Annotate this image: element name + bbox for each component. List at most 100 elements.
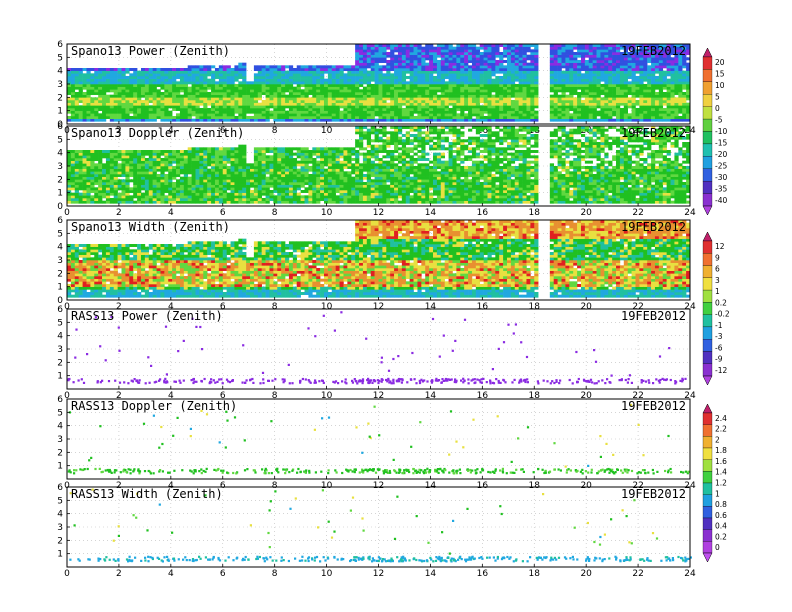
heat-cell xyxy=(425,54,430,58)
heat-cell xyxy=(257,73,262,77)
heat-cell xyxy=(261,174,266,177)
heat-cell xyxy=(269,160,274,164)
heat-cell xyxy=(261,70,266,74)
heat-cell xyxy=(514,46,519,50)
heat-cell xyxy=(285,118,290,122)
heat-cell xyxy=(495,46,500,50)
heat-cell xyxy=(534,57,539,61)
heat-cell xyxy=(397,46,403,50)
heat-cell xyxy=(152,168,157,172)
heat-cell xyxy=(265,195,270,199)
heat-cell xyxy=(78,118,83,122)
heat-cell xyxy=(658,68,664,71)
heat-cell xyxy=(390,73,395,77)
heat-cell xyxy=(635,76,640,79)
heat-cell xyxy=(140,89,146,93)
heat-cell xyxy=(327,110,333,114)
heat-cell xyxy=(612,94,617,98)
heat-cell xyxy=(164,86,169,90)
heat-cell xyxy=(331,65,336,69)
heat-cell xyxy=(471,102,477,106)
heat-cell xyxy=(144,105,150,109)
heat-cell xyxy=(304,110,309,114)
heat-cell xyxy=(86,198,91,201)
heat-cell xyxy=(277,108,282,111)
heat-cell xyxy=(273,195,278,199)
heat-cell xyxy=(70,171,76,175)
heat-cell xyxy=(355,108,360,111)
heat-cell xyxy=(152,78,157,82)
heat-cell xyxy=(351,86,356,90)
heat-cell xyxy=(117,163,122,167)
heat-cell xyxy=(253,108,259,111)
heat-cell xyxy=(401,70,407,74)
heat-cell xyxy=(281,182,286,185)
heat-cell xyxy=(608,54,613,58)
heat-cell xyxy=(526,97,531,101)
heat-cell xyxy=(230,160,235,164)
heat-cell xyxy=(440,46,445,50)
heat-cell xyxy=(94,97,99,101)
heat-cell xyxy=(257,89,262,93)
heat-cell xyxy=(285,190,290,193)
heat-cell xyxy=(238,200,243,204)
heat-cell xyxy=(608,110,613,114)
heat-cell xyxy=(195,179,200,183)
heat-cell xyxy=(265,166,270,169)
heat-cell xyxy=(682,46,687,50)
heat-cell xyxy=(359,54,364,58)
heat-cell xyxy=(316,105,321,109)
heat-cell xyxy=(448,116,453,119)
heat-cell xyxy=(604,60,609,63)
heat-cell xyxy=(359,46,364,50)
heat-cell xyxy=(577,118,582,122)
heat-cell xyxy=(238,116,243,119)
heat-cell xyxy=(479,118,484,122)
heat-cell xyxy=(257,152,262,156)
heat-cell xyxy=(226,73,231,77)
heat-cell xyxy=(168,160,173,164)
heat-cell xyxy=(409,105,414,109)
heat-cell xyxy=(137,179,142,183)
heat-cell xyxy=(433,86,438,90)
heat-cell xyxy=(125,200,130,204)
heat-cell xyxy=(612,49,617,53)
heat-cell xyxy=(366,73,372,77)
heat-cell xyxy=(362,54,368,58)
heat-cell xyxy=(374,118,379,122)
heat-cell xyxy=(421,62,426,66)
heat-cell xyxy=(195,108,200,111)
heat-cell xyxy=(557,70,562,74)
heat-cell xyxy=(207,171,212,175)
heat-cell xyxy=(464,102,469,106)
heat-cell xyxy=(218,179,224,183)
heat-cell xyxy=(121,110,126,114)
heat-cell xyxy=(234,100,239,103)
heat-cell xyxy=(74,150,79,153)
heat-cell xyxy=(90,118,95,122)
heat-cell xyxy=(623,102,628,106)
heat-cell xyxy=(246,94,251,98)
heat-cell xyxy=(218,70,224,74)
heat-cell xyxy=(125,168,130,172)
heat-cell xyxy=(549,52,555,55)
heat-cell xyxy=(464,118,469,122)
heat-cell xyxy=(433,68,438,71)
heat-cell xyxy=(401,108,407,111)
heat-cell xyxy=(285,110,290,114)
heat-cell xyxy=(647,76,652,79)
heat-cell xyxy=(176,198,181,201)
heat-cell xyxy=(577,113,582,117)
heat-cell xyxy=(351,92,356,95)
heat-cell xyxy=(187,176,192,180)
heat-cell xyxy=(506,92,512,95)
heat-cell xyxy=(187,94,192,98)
heat-cell xyxy=(588,60,593,63)
heat-cell xyxy=(195,182,200,185)
heat-cell xyxy=(125,110,130,114)
heat-cell xyxy=(187,116,192,119)
heat-cell xyxy=(658,97,664,101)
heat-cell xyxy=(230,102,235,106)
heat-cell xyxy=(218,176,224,180)
heat-cell xyxy=(514,94,519,98)
